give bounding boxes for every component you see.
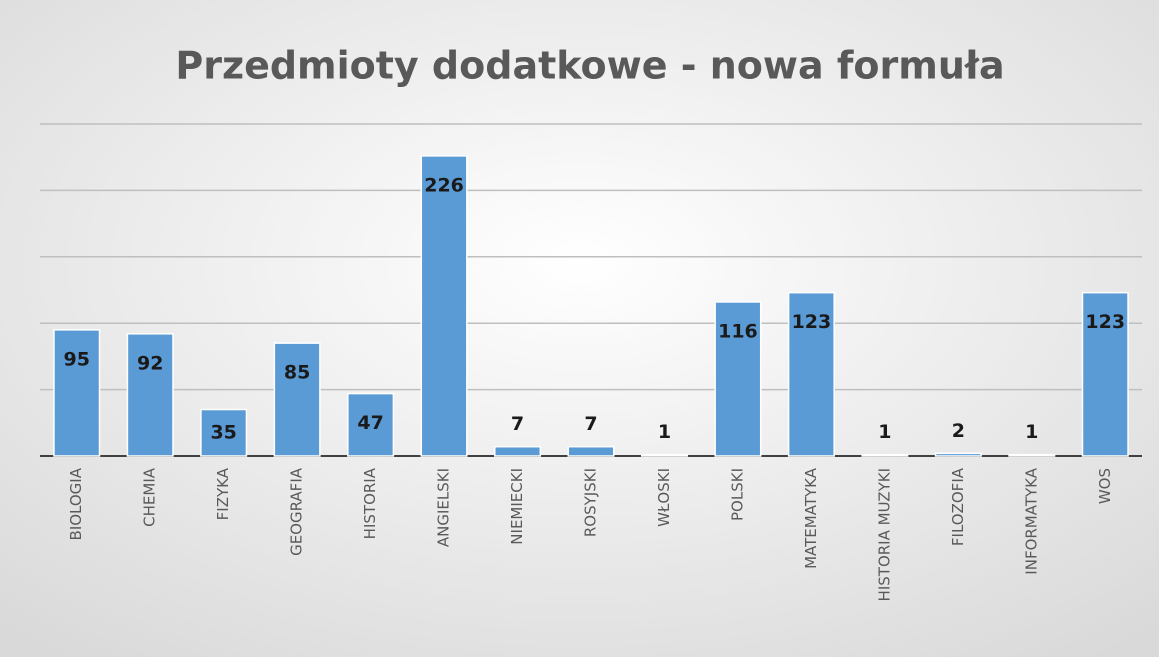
value-label: 7	[511, 413, 524, 435]
value-label: 116	[718, 320, 758, 342]
bar	[494, 445, 542, 457]
value-label: 2	[952, 420, 965, 442]
x-tick-label: CHEMIA	[141, 467, 159, 527]
bar	[934, 452, 982, 457]
value-label: 7	[584, 413, 597, 435]
x-tick-label: POLSKI	[728, 468, 746, 521]
x-tick-label: BIOLOGIA	[67, 467, 85, 540]
x-tick-label: FIZYKA	[214, 467, 232, 520]
x-tick-label: NIEMIECKI	[508, 468, 526, 545]
bar	[787, 291, 835, 457]
value-label: 95	[64, 348, 90, 370]
value-label: 226	[424, 174, 464, 196]
value-label: 1	[878, 421, 891, 443]
bar	[126, 333, 174, 457]
x-tick-label: HISTORIA	[361, 467, 379, 539]
bar	[347, 392, 395, 457]
value-label: 35	[210, 421, 236, 443]
bar	[714, 301, 762, 457]
value-label: 123	[792, 311, 832, 333]
x-tick-label: GEOGRAFIA	[288, 467, 306, 556]
bar	[273, 342, 321, 457]
x-tick-label: WŁOSKI	[655, 468, 673, 527]
x-tick-label: INFORMATYKA	[1022, 467, 1040, 574]
x-tick-label: ANGIELSKI	[435, 468, 453, 547]
x-tick-label: WOS	[1096, 468, 1114, 504]
x-tick-label: ROSYJSKI	[582, 468, 600, 537]
value-label: 92	[137, 352, 163, 374]
x-tick-label: FILOZOFIA	[949, 467, 967, 546]
value-label: 47	[357, 412, 383, 434]
x-tick-label: HISTORIA MUZYKI	[875, 468, 893, 601]
value-label: 123	[1085, 311, 1125, 333]
x-tick-label: MATEMATYKA	[802, 467, 820, 569]
chart-title: Przedmioty dodatkowe - nowa formuła	[175, 44, 1004, 88]
bar	[640, 453, 688, 457]
value-label: 85	[284, 362, 310, 384]
value-label: 1	[658, 421, 671, 443]
bar	[1008, 453, 1056, 457]
bar	[1081, 291, 1129, 457]
bar	[200, 408, 248, 457]
bar	[53, 329, 101, 457]
bar	[567, 445, 615, 457]
bar	[420, 155, 468, 457]
bar	[861, 453, 909, 457]
value-label: 1	[1025, 421, 1038, 443]
